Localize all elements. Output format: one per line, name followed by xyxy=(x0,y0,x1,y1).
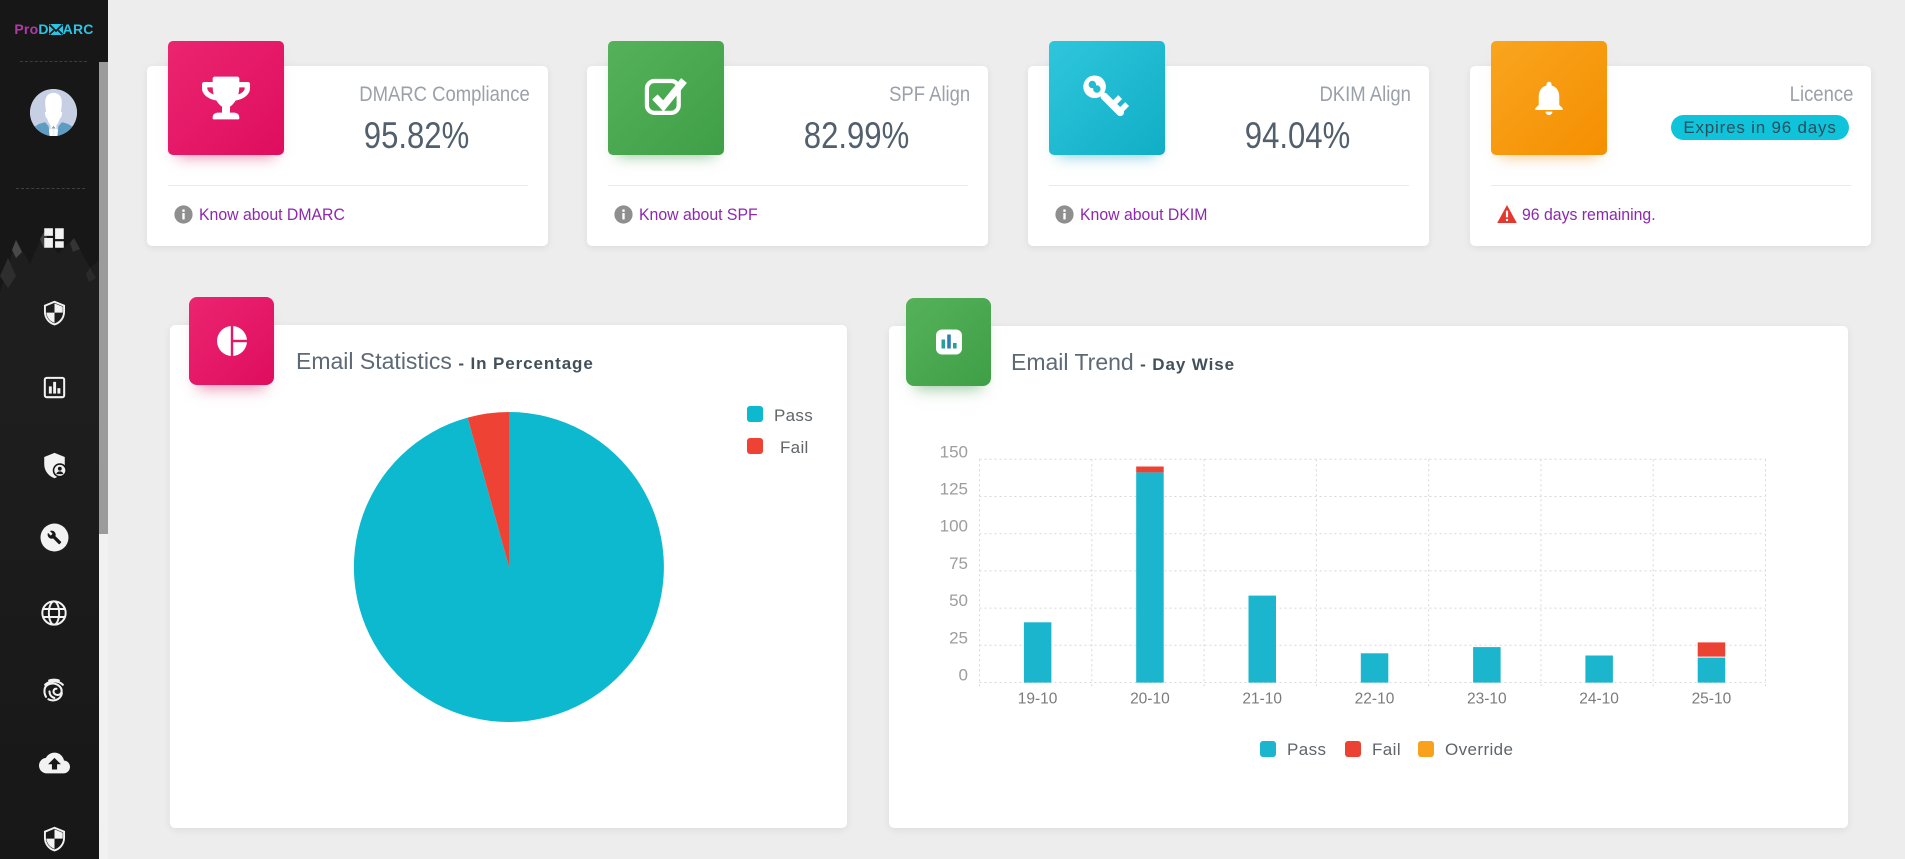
svg-text:25: 25 xyxy=(949,628,968,647)
svg-text:20-10: 20-10 xyxy=(1130,691,1170,708)
svg-text:Pass: Pass xyxy=(1287,740,1326,759)
svg-text:21-10: 21-10 xyxy=(1242,691,1282,708)
svg-text:22-10: 22-10 xyxy=(1355,691,1395,708)
svg-text:50: 50 xyxy=(949,591,968,610)
svg-text:25-10: 25-10 xyxy=(1692,691,1732,708)
svg-text:0: 0 xyxy=(959,666,968,685)
svg-text:23-10: 23-10 xyxy=(1467,691,1507,708)
svg-text:24-10: 24-10 xyxy=(1579,691,1619,708)
svg-text:19-10: 19-10 xyxy=(1018,691,1058,708)
svg-text:100: 100 xyxy=(940,517,968,536)
svg-text:Override: Override xyxy=(1445,740,1513,759)
svg-text:75: 75 xyxy=(949,554,968,573)
svg-text:Fail: Fail xyxy=(1372,740,1401,759)
svg-text:125: 125 xyxy=(940,480,968,499)
svg-text:150: 150 xyxy=(940,442,968,461)
